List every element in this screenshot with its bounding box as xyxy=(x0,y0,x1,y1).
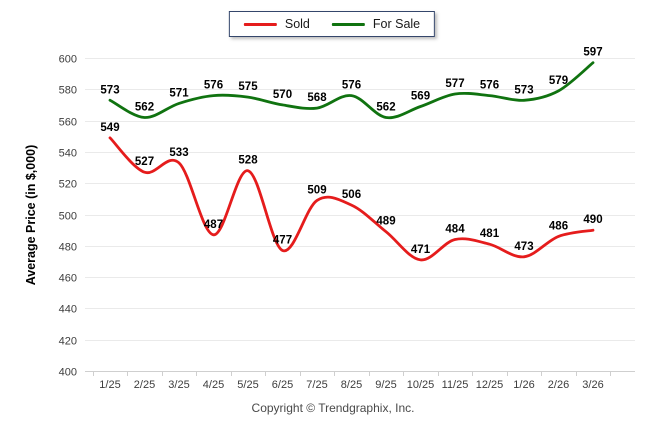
x-tick-label: 2/25 xyxy=(134,379,155,391)
point-label: 597 xyxy=(583,47,602,59)
y-tick-label: 540 xyxy=(59,148,77,160)
point-label: 473 xyxy=(514,241,533,253)
x-tick-label: 11/25 xyxy=(442,379,469,391)
legend-item-sold: Sold xyxy=(243,17,310,31)
legend-item-for-sale: For Sale xyxy=(331,17,421,31)
x-tick-label: 5/25 xyxy=(237,379,258,391)
x-tick-label: 7/25 xyxy=(306,379,327,391)
point-label: 490 xyxy=(583,214,602,226)
y-tick-label: 420 xyxy=(59,336,77,348)
point-label: 533 xyxy=(169,147,188,159)
x-tick-label: 12/25 xyxy=(476,379,504,391)
point-label: 527 xyxy=(135,156,154,168)
y-tick-label: 480 xyxy=(59,242,77,254)
point-label: 575 xyxy=(238,81,258,93)
point-label: 477 xyxy=(273,234,292,246)
y-tick-label: 580 xyxy=(59,85,77,97)
point-label: 506 xyxy=(342,189,361,201)
point-label: 576 xyxy=(204,80,223,92)
point-label: 562 xyxy=(376,101,395,113)
y-tick-label: 500 xyxy=(59,211,77,223)
legend-label-sold: Sold xyxy=(284,17,310,31)
y-tick-label: 560 xyxy=(59,117,77,129)
point-label: 484 xyxy=(445,224,465,236)
point-label: 481 xyxy=(480,228,500,240)
legend: Sold For Sale xyxy=(228,11,436,37)
sold-line-swatch xyxy=(243,22,277,26)
point-label: 487 xyxy=(204,219,223,231)
copyright-text: Copyright © Trendgraphix, Inc. xyxy=(251,401,415,415)
y-tick-label: 600 xyxy=(59,54,77,66)
point-label: 571 xyxy=(169,87,189,99)
x-tick-label: 9/25 xyxy=(375,379,396,391)
point-label: 573 xyxy=(514,84,533,96)
x-tick-label: 2/26 xyxy=(548,379,569,391)
series-line-for-sale xyxy=(108,61,595,120)
for-sale-line-swatch xyxy=(331,22,365,26)
x-tick-label: 6/25 xyxy=(272,379,293,391)
point-label: 549 xyxy=(100,122,119,134)
point-label: 562 xyxy=(135,101,154,113)
y-tick-label: 520 xyxy=(59,179,77,191)
y-tick-label: 440 xyxy=(59,304,77,316)
point-label: 577 xyxy=(445,78,464,90)
point-label: 471 xyxy=(411,244,431,256)
x-tick-label: 8/25 xyxy=(341,379,362,391)
point-label: 528 xyxy=(238,155,258,167)
x-tick-label: 10/25 xyxy=(407,379,435,391)
series-line-sold xyxy=(108,136,595,262)
x-tick-label: 1/25 xyxy=(99,379,120,391)
point-label: 576 xyxy=(342,80,361,92)
y-tick-label: 400 xyxy=(59,367,77,379)
point-label: 568 xyxy=(307,92,327,104)
point-label: 489 xyxy=(376,216,395,228)
point-label: 576 xyxy=(480,80,499,92)
point-label: 573 xyxy=(100,84,119,96)
point-label: 509 xyxy=(307,184,326,196)
point-label: 570 xyxy=(273,89,292,101)
x-tick-label: 1/26 xyxy=(513,379,534,391)
legend-label-for-sale: For Sale xyxy=(372,17,421,31)
point-label: 569 xyxy=(411,91,430,103)
y-tick-label: 460 xyxy=(59,273,77,285)
point-label: 579 xyxy=(549,75,568,87)
x-tick-label: 3/25 xyxy=(168,379,189,391)
x-tick-label: 3/26 xyxy=(582,379,603,391)
x-tick-label: 4/25 xyxy=(203,379,224,391)
point-label: 486 xyxy=(549,220,568,232)
